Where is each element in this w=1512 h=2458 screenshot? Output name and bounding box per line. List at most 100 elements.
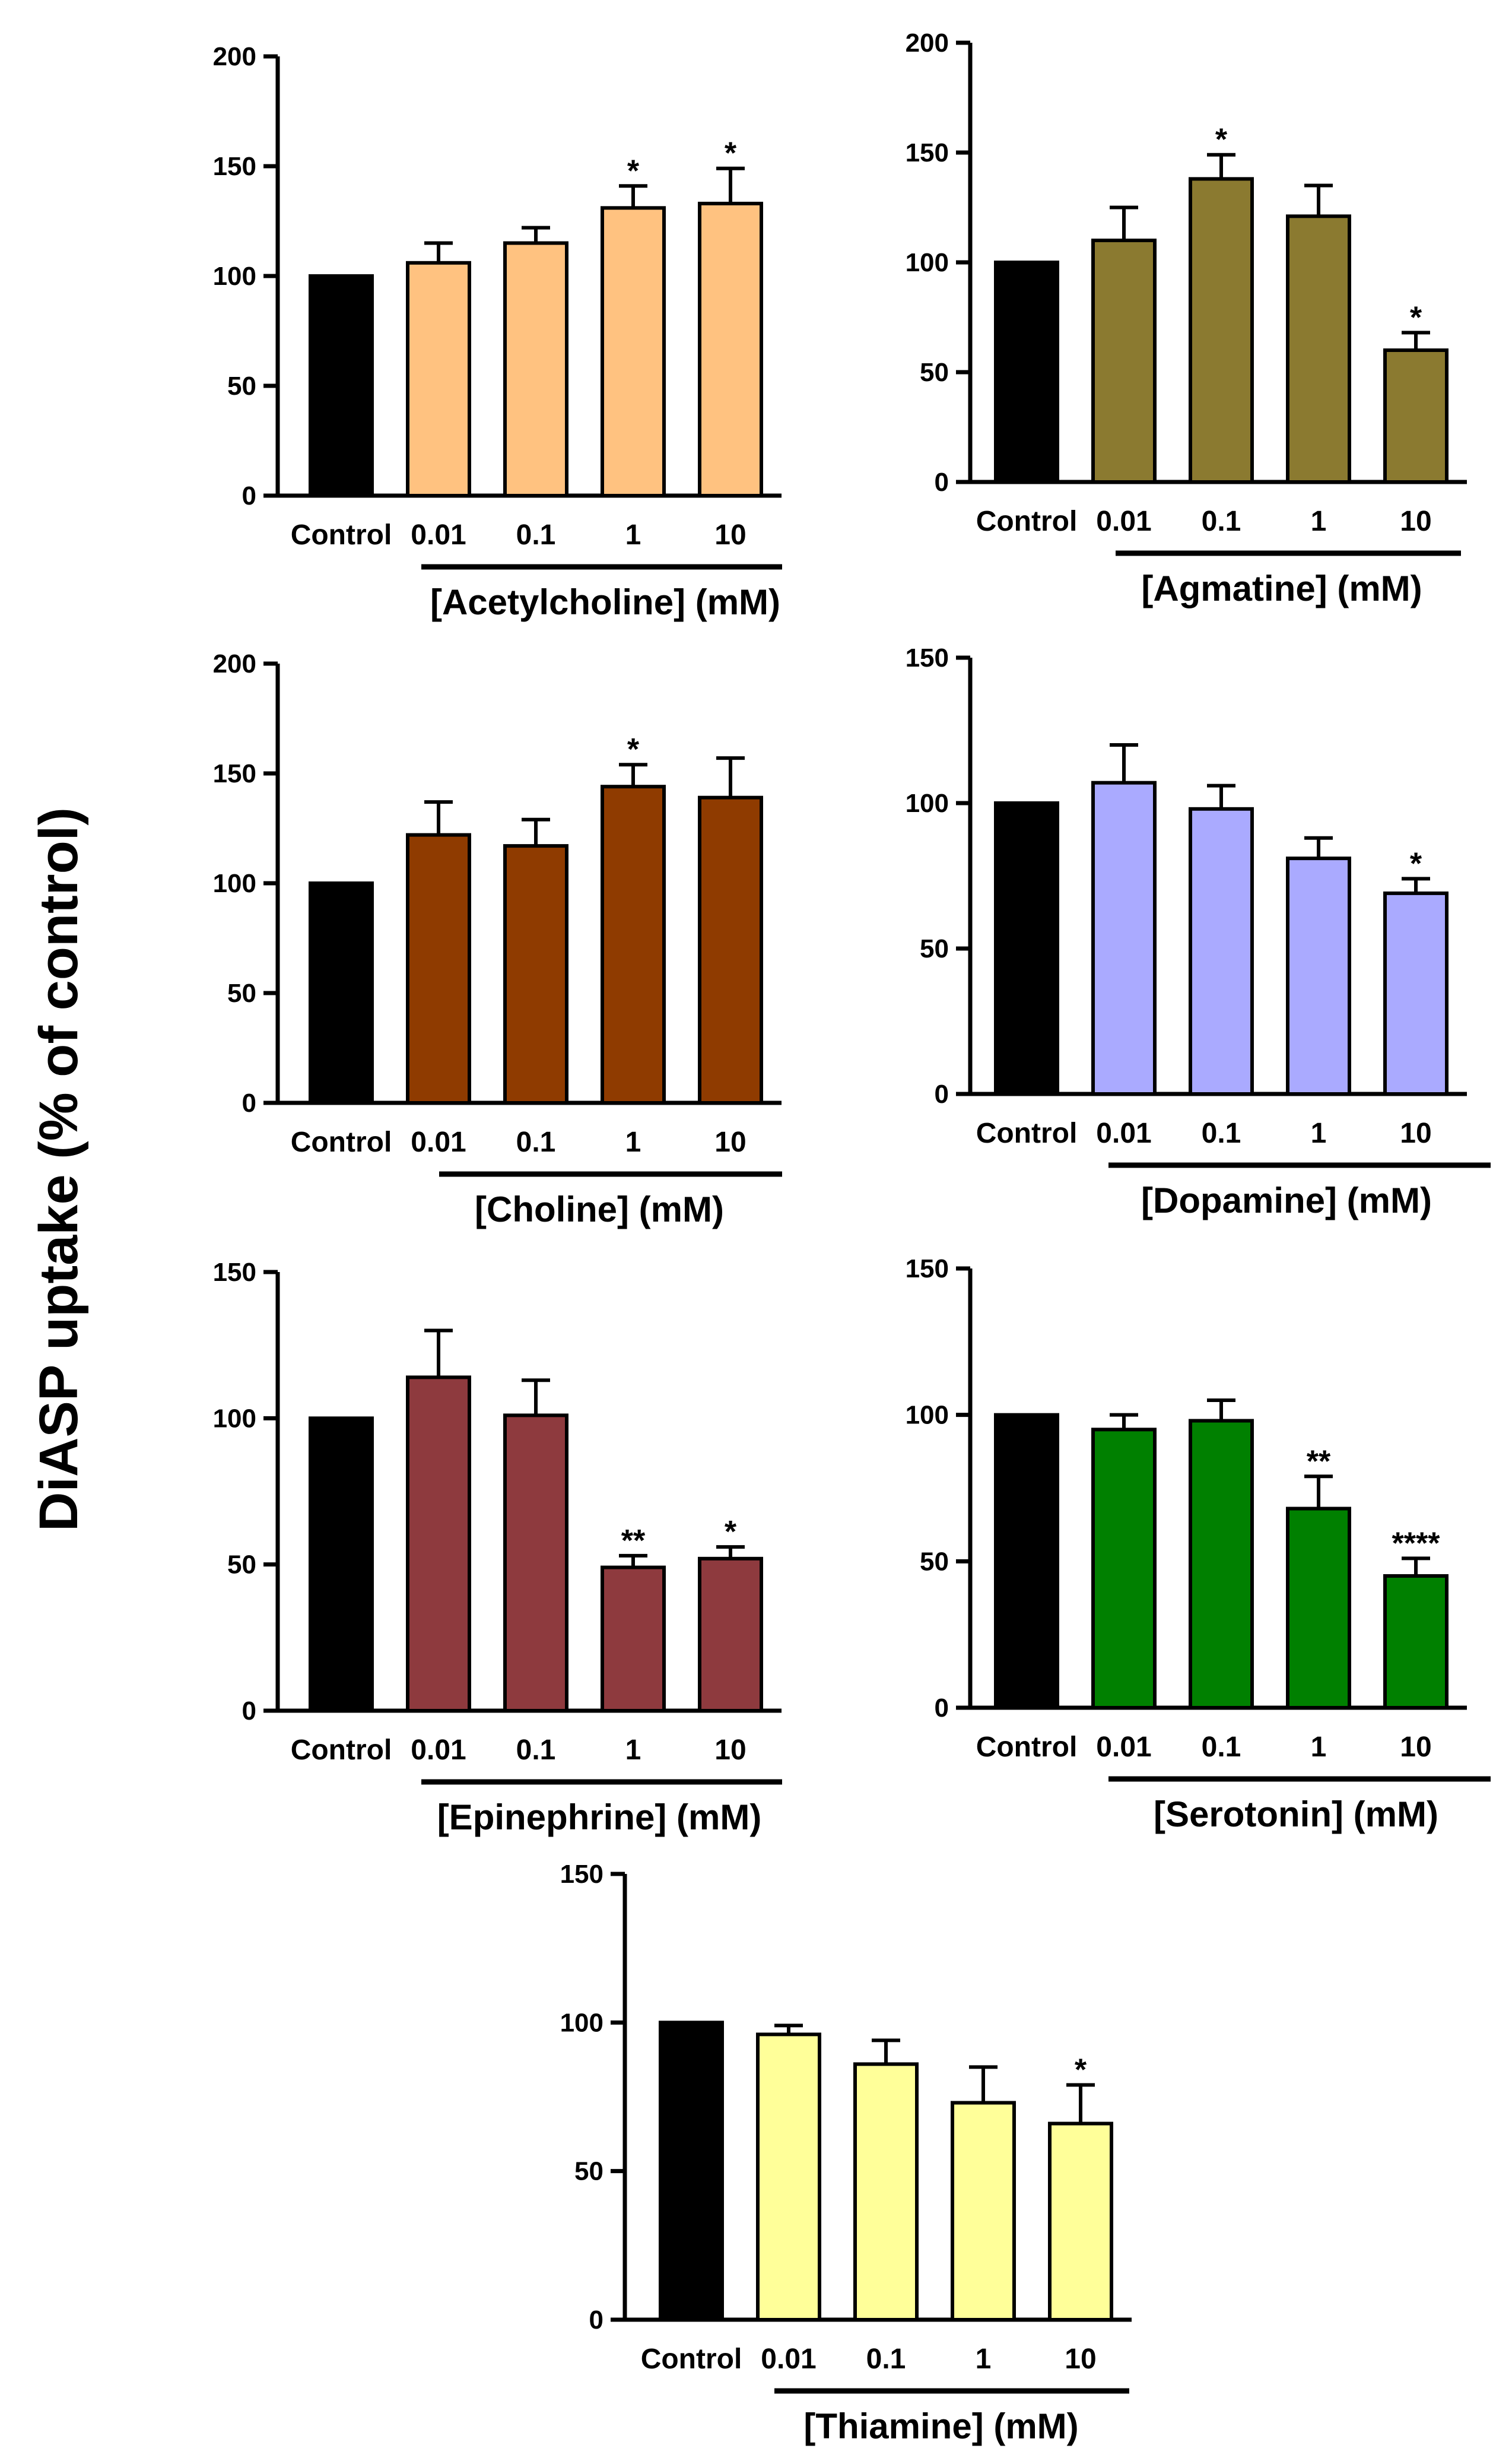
significance-mark: * <box>725 1515 737 1549</box>
x-tick-label: Control <box>641 2343 742 2375</box>
y-tick-label: 50 <box>920 358 949 387</box>
x-tick-label: 10 <box>714 1734 746 1766</box>
y-tick-label: 0 <box>935 1693 949 1723</box>
x-tick-label: 1 <box>1311 1731 1327 1763</box>
x-tick-label: 1 <box>625 1127 641 1158</box>
bar <box>994 1413 1059 1710</box>
chart-panel-4: 0 50 100 150 Control 0.01 0.1 1 * 10 [Dopamine] (m… <box>906 643 1491 1220</box>
bar <box>1383 1574 1449 1710</box>
chart-panel-3: 0 50 100 150 200 Control 0.01 0.1 * 1 10 [Choline] … <box>213 649 782 1229</box>
x-tick-label: 10 <box>1065 2343 1096 2375</box>
y-tick-label: 100 <box>906 789 949 818</box>
x-tick-label: 0.01 <box>411 1127 466 1158</box>
bar <box>994 261 1059 484</box>
bar <box>1383 891 1449 1096</box>
bar <box>406 1375 471 1713</box>
y-tick-label: 50 <box>227 372 256 401</box>
y-tick-label: 50 <box>227 979 256 1008</box>
x-axis-label: [Epinephrine] (mM) <box>437 1797 762 1837</box>
x-tick-label: Control <box>976 1118 1078 1149</box>
y-tick-label: 100 <box>906 248 949 277</box>
bar <box>503 1413 568 1713</box>
bar <box>698 795 763 1105</box>
bar <box>406 261 471 497</box>
x-tick-label: 0.1 <box>1202 1731 1241 1763</box>
x-tick-label: 10 <box>1400 506 1431 537</box>
bar <box>601 1565 666 1712</box>
x-tick-label: 1 <box>1311 1118 1327 1149</box>
bar <box>309 1416 374 1712</box>
y-tick-label: 150 <box>906 1254 949 1283</box>
x-tick-label: 0.01 <box>411 1734 466 1766</box>
bar <box>503 241 568 497</box>
bar <box>853 2062 919 2322</box>
x-tick-label: Control <box>976 506 1078 537</box>
x-tick-label: 0.01 <box>1096 1731 1151 1763</box>
x-tick-label: 0.1 <box>516 1127 556 1158</box>
y-tick-label: 0 <box>242 1696 256 1726</box>
chart-panel-6: 0 50 100 150 Control 0.01 0.1 ** 1 **** 10 [Seroton… <box>906 1254 1491 1834</box>
x-tick-label: 10 <box>1400 1731 1431 1763</box>
x-tick-label: Control <box>291 519 392 551</box>
y-tick-label: 200 <box>213 649 256 678</box>
y-tick-label: 50 <box>227 1550 256 1580</box>
significance-mark: ** <box>1307 1444 1331 1479</box>
x-tick-label: 1 <box>625 1734 641 1766</box>
bar <box>1189 807 1254 1096</box>
x-tick-label: Control <box>976 1731 1078 1763</box>
bar <box>1383 348 1449 484</box>
x-axis-label: [Choline] (mM) <box>475 1190 724 1229</box>
x-tick-label: 0.01 <box>411 519 466 551</box>
x-tick-label: 0.1 <box>1202 1118 1241 1149</box>
significance-mark: * <box>627 154 640 188</box>
bar <box>1189 1419 1254 1710</box>
bar <box>1091 781 1157 1096</box>
y-tick-label: 200 <box>213 42 256 71</box>
bar <box>659 2021 724 2321</box>
bar <box>601 206 666 497</box>
y-tick-label: 150 <box>560 1860 603 1889</box>
bar <box>1286 214 1351 484</box>
x-tick-label: 0.01 <box>1096 506 1151 537</box>
x-tick-label: Control <box>291 1127 392 1158</box>
significance-mark: * <box>627 732 640 767</box>
x-axis-label: [Dopamine] (mM) <box>1141 1181 1432 1220</box>
y-tick-label: 150 <box>213 1258 256 1287</box>
bar <box>1091 239 1157 484</box>
significance-mark: * <box>725 137 737 171</box>
chart-panel-2: 0 50 100 150 200 Control 0.01 * 0.1 1 * 10 [Agmatine… <box>906 28 1467 608</box>
y-tick-label: 50 <box>920 1547 949 1576</box>
bar <box>698 1556 763 1712</box>
x-tick-label: 1 <box>976 2343 992 2375</box>
bar <box>601 785 666 1105</box>
chart-panel-5: 0 50 100 150 Control 0.01 0.1 ** 1 * 10 [Epinephrin… <box>213 1258 782 1837</box>
y-tick-label: 0 <box>589 2305 603 2335</box>
x-tick-label: 10 <box>1400 1118 1431 1149</box>
y-tick-label: 50 <box>574 2157 603 2186</box>
x-axis-label: [Thiamine] (mM) <box>803 2406 1078 2446</box>
bar <box>406 833 471 1105</box>
y-tick-label: 0 <box>935 468 949 497</box>
y-tick-label: 100 <box>213 1404 256 1433</box>
shared-y-axis-label: DiASP uptake (% of control) <box>28 807 89 1531</box>
y-tick-label: 0 <box>935 1080 949 1109</box>
y-tick-label: 100 <box>213 869 256 898</box>
y-tick-label: 150 <box>906 138 949 167</box>
x-tick-label: 1 <box>1311 506 1327 537</box>
significance-mark: * <box>1075 2053 1087 2087</box>
x-axis-label: [Acetylcholine] (mM) <box>430 582 780 622</box>
bar <box>1189 177 1254 484</box>
bar <box>1286 1506 1351 1710</box>
y-tick-label: 100 <box>560 2008 603 2037</box>
bar <box>503 844 568 1105</box>
x-tick-label: 0.1 <box>516 519 556 551</box>
y-tick-label: 0 <box>242 481 256 510</box>
bar <box>951 2101 1016 2322</box>
significance-mark: **** <box>1392 1526 1441 1561</box>
x-axis-label: [Agmatine] (mM) <box>1141 569 1422 608</box>
y-tick-label: 150 <box>213 152 256 181</box>
chart-panel-7: 0 50 100 150 Control 0.01 0.1 1 * 10 [Thiamine] (m… <box>560 1860 1132 2446</box>
bar <box>1091 1428 1157 1710</box>
bar <box>756 2032 821 2322</box>
